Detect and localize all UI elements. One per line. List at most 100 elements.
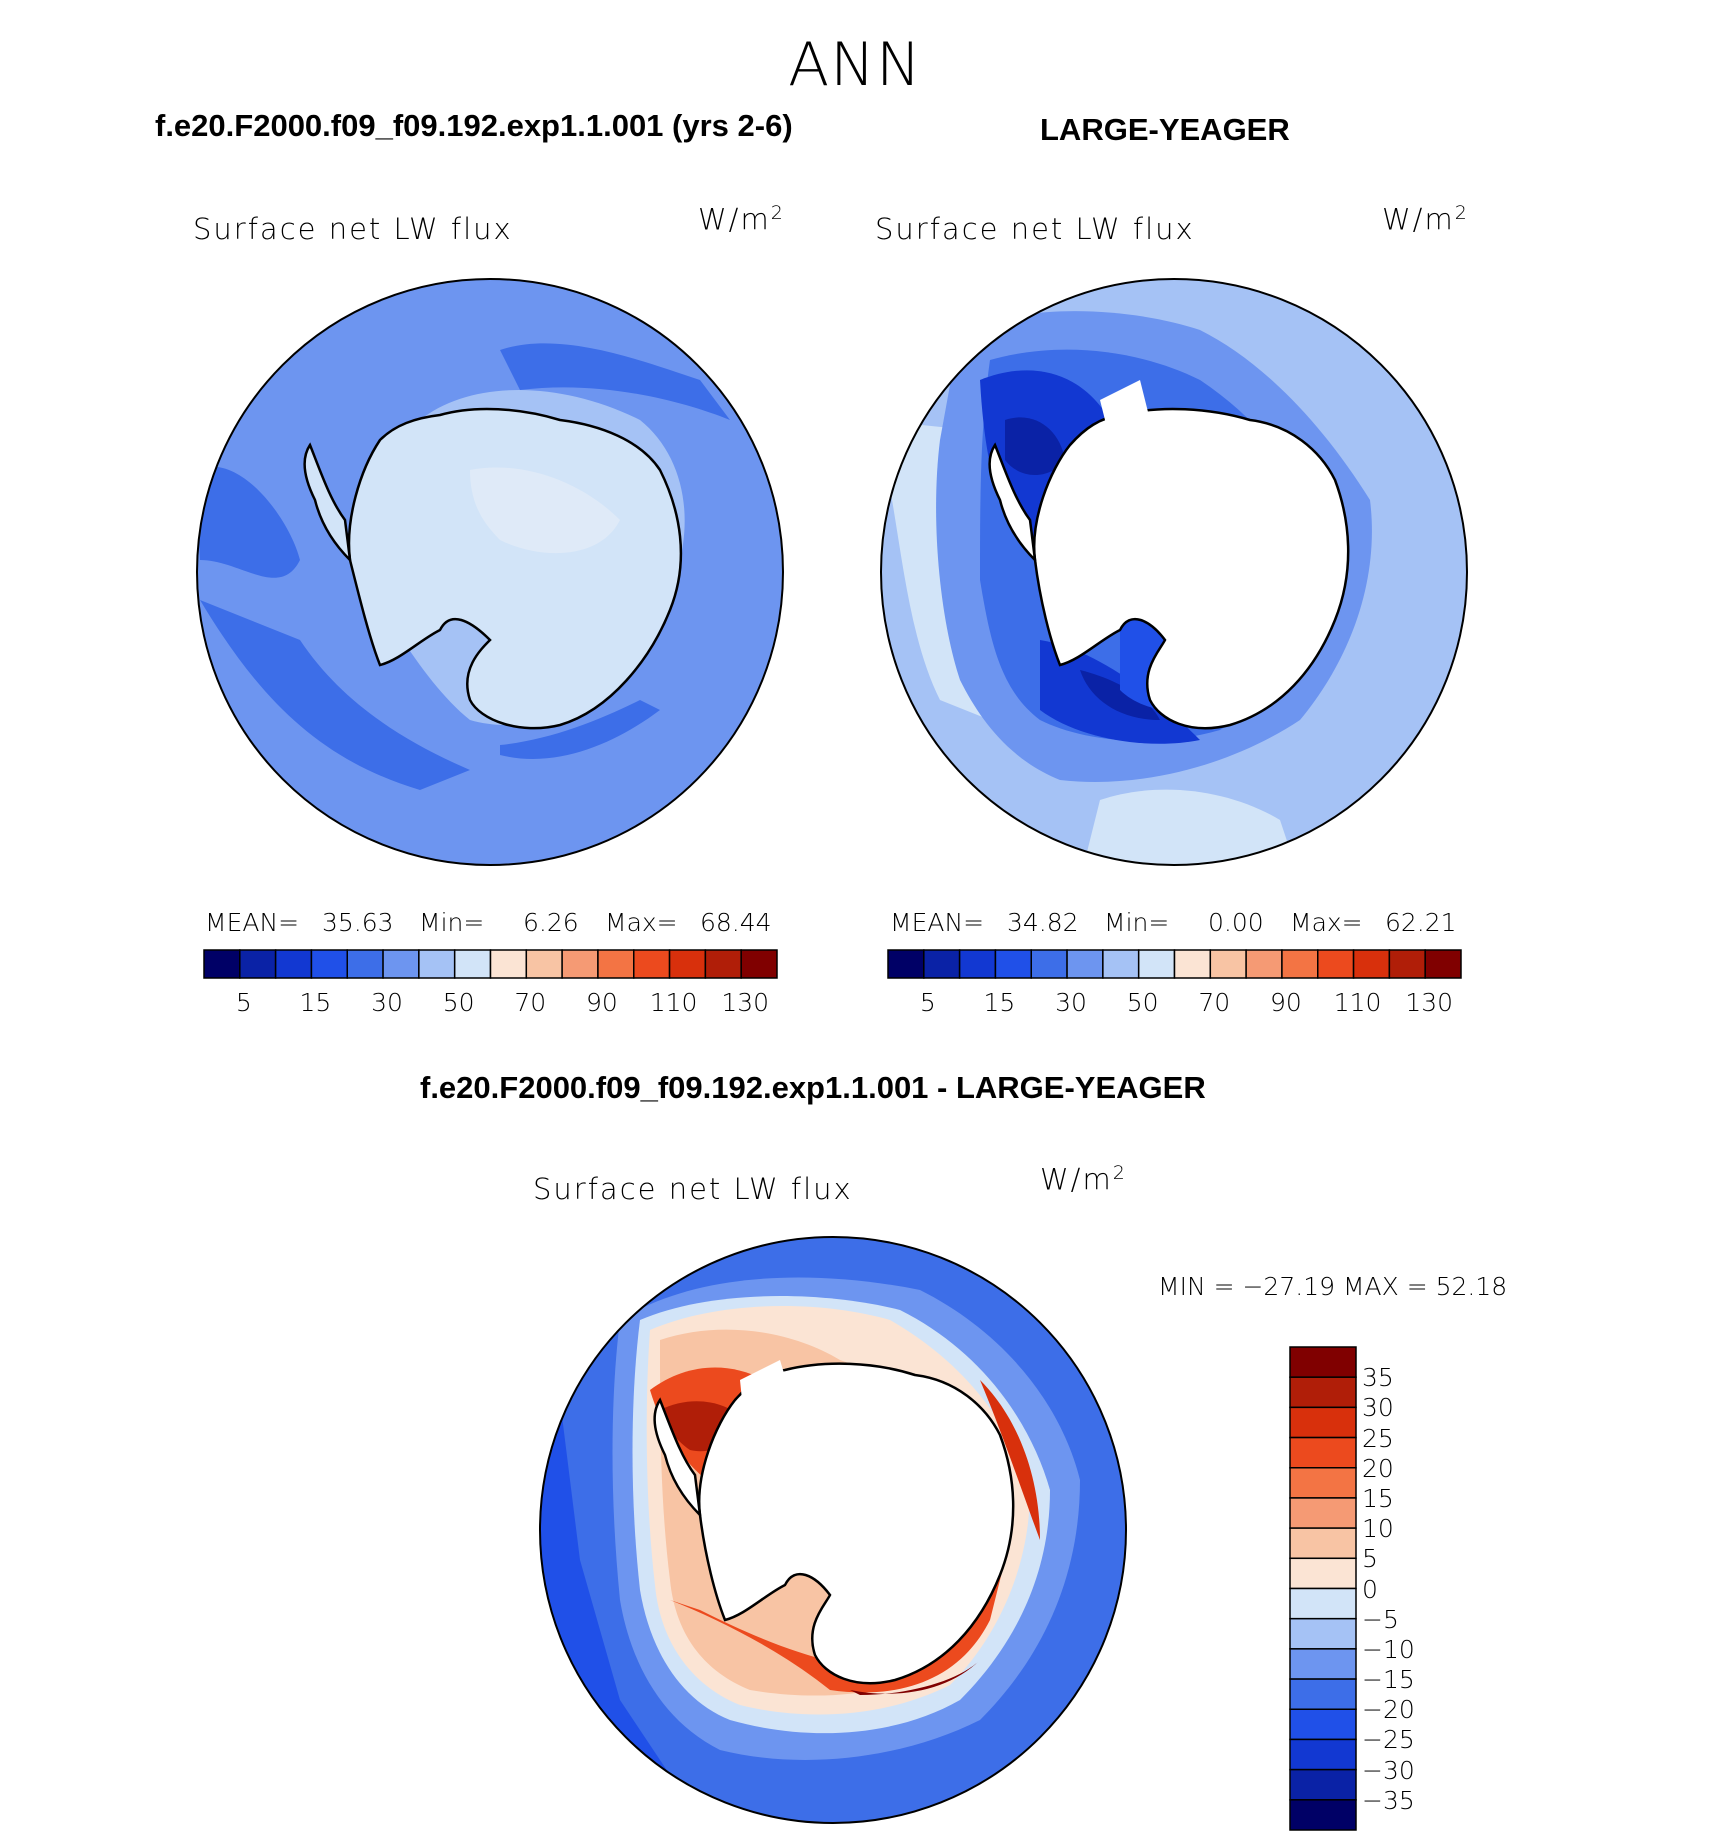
colorbar-tick-label: 90 [1270,988,1302,1017]
panel-title-test: f.e20.F2000.f09_f09.192.exp1.1.001 (yrs … [155,108,793,143]
stats-test: MEAN= 35.63 Min= 6.26 Max= 68.44 [205,908,772,937]
colorbar-tick-label: −25 [1362,1725,1415,1755]
colorbar-diff [1289,1346,1357,1831]
colorbar-tick-label: 30 [1362,1393,1394,1423]
colorbar-swatch [1030,949,1068,979]
colorbar-swatch [1317,949,1355,979]
colorbar-swatch [1137,949,1176,979]
colorbar-swatch [489,949,528,979]
variable-label-obs: Surface net LW flux [875,212,1195,246]
map-border-test [196,278,784,866]
colorbar-swatch [958,949,997,979]
colorbar-obs [887,949,1462,979]
colorbar-swatch [1289,1648,1357,1680]
colorbar-tick-label: −5 [1362,1604,1399,1634]
colorbar-swatch [1209,949,1247,979]
colorbar-swatch [1289,1738,1357,1771]
colorbar-swatch [453,949,492,979]
colorbar-tick-label: 10 [1362,1514,1394,1544]
colorbar-test [203,949,778,979]
colorbar-swatch [1289,1497,1357,1529]
colorbar-swatch [1289,1768,1357,1801]
colorbar-swatch [633,949,671,979]
map-test [197,279,783,865]
colorbar-tick-label: 130 [721,988,770,1017]
colorbar-swatch [1281,949,1319,979]
colorbar-tick-label: 15 [983,988,1016,1017]
colorbar-swatch [1352,949,1391,979]
colorbar-tick-label: 70 [514,988,547,1017]
colorbar-tick-label: 25 [1362,1423,1394,1453]
colorbar-swatch [704,949,742,979]
colorbar-tick-label: 5 [1362,1544,1378,1574]
map-border-diff [539,1236,1127,1824]
colorbar-swatch [740,949,778,979]
colorbar-tick-label: 70 [1198,988,1231,1017]
colorbar-swatch [203,949,241,979]
colorbar-tick-label: 30 [371,988,403,1017]
map-obs [881,279,1467,865]
colorbar-swatch [274,949,313,979]
colorbar-swatch [1289,1436,1357,1469]
units-label-test: W/m2 [698,202,785,237]
colorbar-tick-label: 90 [586,988,618,1017]
colorbar-swatch [1289,1467,1357,1499]
colorbar-swatch [1102,949,1140,979]
colorbar-swatch [1289,1376,1357,1409]
panel-title-diff: f.e20.F2000.f09_f09.192.exp1.1.001 - LAR… [420,1070,1206,1105]
minmax-diff: MIN = −27.19 MAX = 52.18 [1158,1272,1508,1301]
colorbar-swatch [1289,1678,1357,1710]
colorbar-swatch [1066,949,1104,979]
colorbar-tick-label: −15 [1362,1665,1415,1695]
colorbar-swatch [994,949,1032,979]
colorbar-swatch [1173,949,1212,979]
colorbar-swatch [239,949,277,979]
map-diff [540,1237,1126,1823]
colorbar-tick-label: 0 [1362,1574,1378,1604]
colorbar-tick-label: 50 [442,988,475,1017]
colorbar-tick-label: 30 [1055,988,1087,1017]
colorbar-tick-label: 130 [1405,988,1454,1017]
colorbar-swatch [561,949,599,979]
colorbar-swatch [310,949,348,979]
variable-label-test: Surface net LW flux [193,212,513,246]
colorbar-swatch [1289,1587,1357,1620]
colorbar-swatch [1289,1527,1357,1560]
colorbar-swatch [597,949,635,979]
colorbar-swatch [418,949,456,979]
season-title: ANN [788,30,922,100]
colorbar-tick-label: 20 [1362,1453,1394,1483]
colorbar-swatch [1289,1346,1357,1378]
colorbar-tick-label: 35 [1362,1363,1394,1393]
colorbar-tick-label: −30 [1362,1755,1415,1785]
colorbar-swatch [923,949,961,979]
colorbar-swatch [1388,949,1426,979]
colorbar-swatch [1424,949,1462,979]
colorbar-tick-label: 110 [1333,988,1382,1017]
colorbar-swatch [1289,1617,1357,1650]
colorbar-tick-label: 50 [1126,988,1159,1017]
colorbar-tick-label: −35 [1362,1785,1415,1815]
colorbar-tick-label: 15 [299,988,332,1017]
variable-label-diff: Surface net LW flux [533,1172,853,1206]
stats-obs: MEAN= 34.82 Min= 0.00 Max= 62.21 [890,908,1457,937]
colorbar-swatch [525,949,563,979]
colorbar-swatch [668,949,707,979]
colorbar-swatch [1245,949,1283,979]
units-label-obs: W/m2 [1382,202,1469,237]
panel-title-obs: LARGE-YEAGER [1040,112,1290,147]
colorbar-tick-label: 15 [1362,1483,1394,1513]
colorbar-swatch [887,949,925,979]
colorbar-swatch [1289,1406,1357,1439]
colorbar-tick-label: 5 [235,988,252,1017]
colorbar-swatch [382,949,420,979]
colorbar-tick-label: −20 [1362,1695,1415,1725]
colorbar-swatch [1289,1799,1357,1831]
map-border-obs [880,278,1468,866]
colorbar-swatch [346,949,384,979]
colorbar-tick-label: 110 [649,988,698,1017]
colorbar-tick-label: −10 [1362,1634,1415,1664]
units-label-diff: W/m2 [1040,1162,1127,1197]
colorbar-swatch [1289,1708,1357,1741]
